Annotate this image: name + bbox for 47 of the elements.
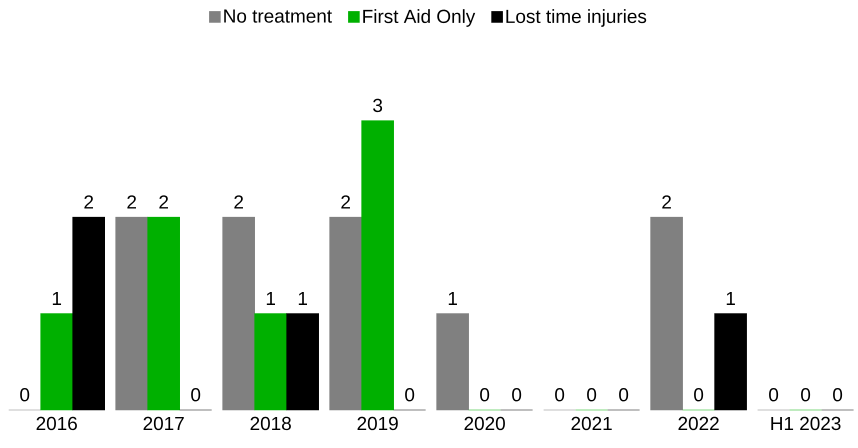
- data-label: 0: [833, 388, 842, 402]
- bar: [40, 313, 74, 410]
- bar: [222, 216, 255, 410]
- data-label: 2: [234, 195, 243, 209]
- data-label: 0: [191, 388, 200, 402]
- x-tick-label: 2020: [464, 416, 505, 430]
- data-label: 1: [448, 292, 457, 305]
- x-tick-label: 2018: [250, 416, 291, 430]
- data-label: 0: [20, 388, 30, 402]
- data-label: 2: [127, 195, 136, 209]
- data-label: 0: [555, 388, 564, 402]
- data-label: 0: [480, 388, 490, 402]
- bar: [436, 313, 469, 410]
- bar: [650, 216, 683, 410]
- legend-label: Lost time injuries: [506, 9, 646, 27]
- data-label: 2: [662, 195, 671, 209]
- legend-label: First Aid Only: [363, 9, 476, 27]
- bar: [714, 313, 747, 410]
- data-label: 0: [694, 388, 704, 402]
- x-tick-label: 2022: [678, 416, 719, 430]
- bar: [147, 216, 180, 410]
- data-label: 1: [52, 292, 62, 305]
- data-label: 2: [159, 195, 168, 209]
- x-tick-label: 2017: [144, 416, 184, 430]
- x-tick-label: 2019: [358, 416, 398, 430]
- bar: [72, 216, 106, 410]
- legend-label: No treatment: [224, 10, 332, 23]
- bar: [115, 216, 148, 410]
- x-tick-label: H1 2023: [771, 416, 840, 430]
- bar: [361, 120, 394, 410]
- bar: [286, 313, 319, 410]
- data-label: 0: [512, 388, 522, 402]
- data-label: 0: [587, 388, 596, 402]
- data-label: 0: [405, 388, 414, 402]
- data-label: 1: [298, 292, 307, 305]
- data-label: 1: [266, 292, 275, 305]
- data-label: 1: [726, 292, 735, 305]
- data-label: 0: [619, 388, 628, 402]
- data-label: 3: [373, 98, 382, 112]
- data-label: 2: [341, 195, 350, 209]
- x-tick-label: 2021: [572, 416, 612, 430]
- bar: [329, 216, 362, 410]
- data-label: 2: [84, 195, 94, 209]
- bar: [254, 313, 287, 410]
- data-label: 0: [801, 388, 810, 402]
- data-label: 0: [769, 388, 778, 402]
- x-tick-label: 2016: [36, 416, 77, 430]
